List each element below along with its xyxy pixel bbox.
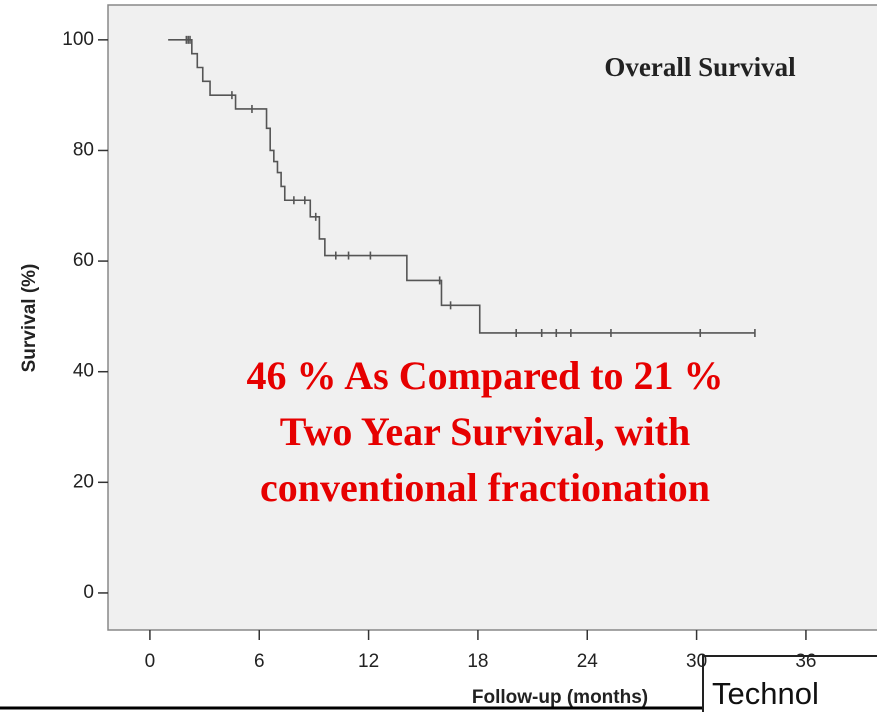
annotation: Two Year Survival, with bbox=[280, 409, 690, 454]
y-tick-label: 0 bbox=[83, 582, 94, 603]
x-tick-label: 6 bbox=[254, 651, 265, 672]
footer-box bbox=[702, 655, 877, 712]
x-tick-label: 12 bbox=[358, 651, 379, 672]
y-tick-label: 40 bbox=[73, 361, 94, 382]
x-tick-label: 18 bbox=[467, 651, 488, 672]
annotation: conventional fractionation bbox=[260, 465, 710, 510]
footer-text: Technol bbox=[712, 676, 819, 711]
x-tick-label: 0 bbox=[145, 651, 156, 672]
x-axis-label: Follow-up (months) bbox=[472, 687, 648, 708]
y-tick-label: 100 bbox=[62, 29, 94, 50]
y-tick-label: 20 bbox=[73, 471, 94, 492]
plot-area bbox=[107, 4, 877, 631]
y-tick-label: 60 bbox=[73, 250, 94, 271]
y-tick-label: 80 bbox=[73, 139, 94, 160]
x-tick-label: 30 bbox=[686, 651, 707, 672]
annotation: 46 % As Compared to 21 % bbox=[246, 353, 723, 398]
x-tick-label: 36 bbox=[795, 651, 816, 672]
x-tick-label: 24 bbox=[577, 651, 599, 672]
chart-title: Overall Survival bbox=[604, 52, 796, 82]
survival-curve bbox=[168, 39, 755, 334]
y-axis-label: Survival (%) bbox=[19, 264, 40, 373]
